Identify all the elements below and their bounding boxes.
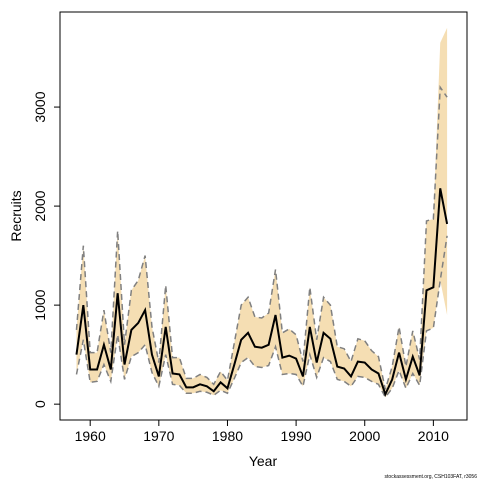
y-axis-label: Recruits	[8, 190, 24, 241]
x-tick-label: 1960	[75, 428, 106, 444]
interval-line	[75, 85, 448, 390]
x-tick-label: 2010	[418, 428, 449, 444]
y-tick-label: 1000	[32, 289, 48, 320]
series-line	[75, 188, 449, 397]
confidence-band	[76, 27, 448, 398]
x-tick-label: 1990	[281, 428, 312, 444]
caption: stockassessment.org, CSH103FAT, r3056	[385, 474, 478, 480]
x-tick-label: 1970	[143, 428, 174, 444]
plot-frame	[59, 11, 468, 421]
x-tick-label: 1980	[212, 428, 243, 444]
x-tick-label: 2000	[349, 428, 380, 444]
y-tick-label: 2000	[32, 190, 48, 221]
interval-line	[75, 235, 448, 399]
x-axis-label: Year	[249, 453, 278, 469]
y-tick-label: 0	[32, 400, 48, 408]
y-tick-label: 3000	[32, 91, 48, 122]
